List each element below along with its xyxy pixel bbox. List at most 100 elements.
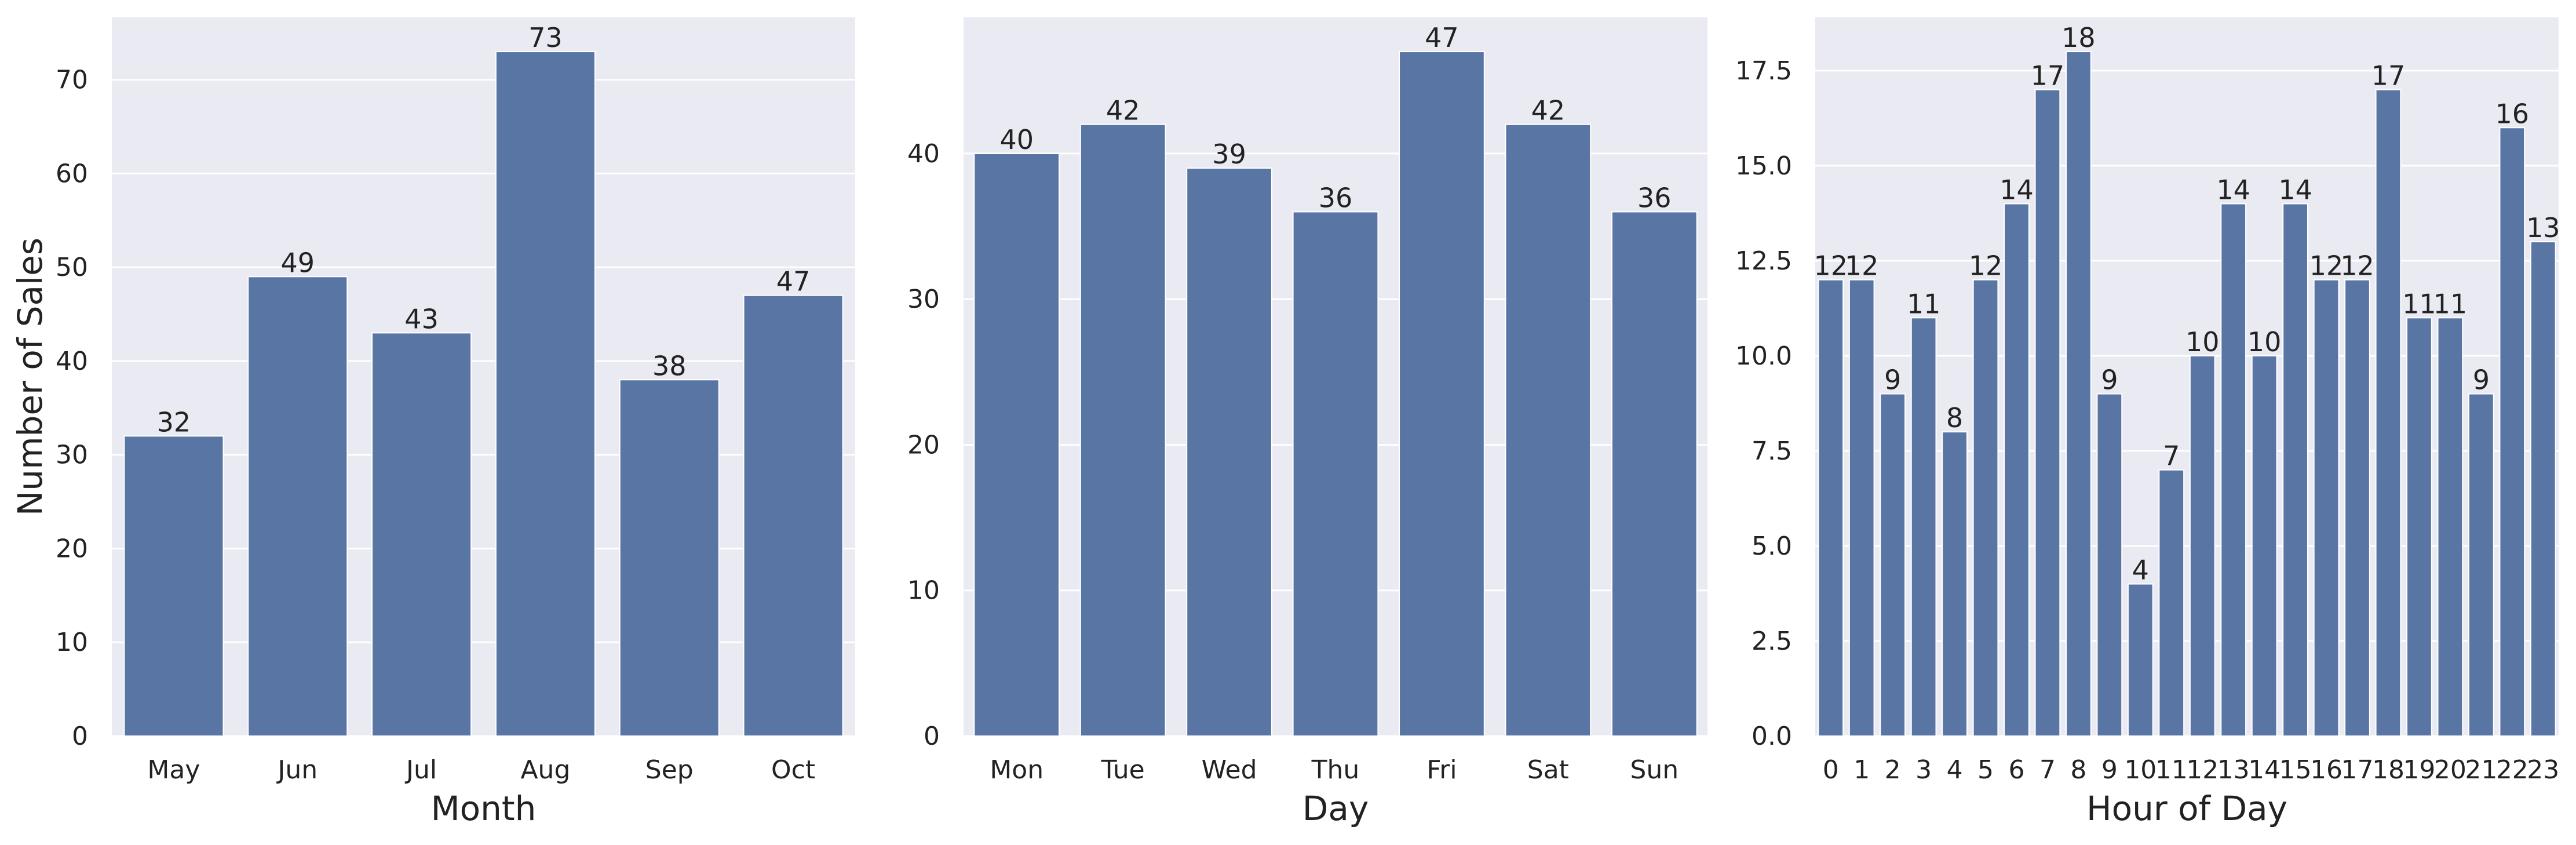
bar — [2437, 317, 2464, 737]
bar — [123, 435, 224, 737]
x-tick-label: 10 — [2124, 755, 2157, 785]
bar-value-label: 39 — [1212, 139, 1246, 170]
bar — [1186, 167, 1272, 737]
x-tick-label: 5 — [1977, 755, 1994, 785]
x-tick-label: Sun — [1630, 755, 1679, 785]
bar — [1505, 123, 1592, 737]
bar — [2406, 317, 2432, 737]
bar-value-label: 42 — [1531, 95, 1566, 126]
bar-value-label: 47 — [1425, 22, 1459, 53]
x-tick-label: 23 — [2527, 755, 2559, 785]
bar — [1292, 211, 1379, 737]
bar — [2530, 241, 2556, 737]
bar — [1942, 431, 1968, 737]
x-tick-label: 19 — [2403, 755, 2435, 785]
x-tick-label: Wed — [1202, 755, 1257, 785]
bar — [1910, 317, 1937, 737]
bar-value-label: 7 — [2163, 440, 2180, 472]
bar — [1818, 279, 1844, 737]
x-tick-label: 3 — [1915, 755, 1932, 785]
bar — [2251, 355, 2278, 737]
y-tick-label: 12.5 — [1735, 246, 1792, 276]
bar — [1079, 123, 1166, 737]
bar — [2096, 393, 2123, 737]
y-tick-label: 30 — [907, 285, 940, 314]
y-tick-label: 0 — [72, 722, 88, 751]
x-tick-label: 16 — [2310, 755, 2343, 785]
bar — [2004, 203, 2030, 737]
y-tick-label: 7.5 — [1752, 436, 1792, 466]
y-tick-label: 30 — [56, 440, 88, 470]
bar-value-label: 11 — [2402, 288, 2436, 319]
x-tick-label: 0 — [1823, 755, 1839, 785]
x-tick-label: 6 — [2008, 755, 2024, 785]
bar — [2189, 355, 2216, 737]
y-tick-label: 5.0 — [1752, 531, 1792, 561]
bar — [2468, 393, 2494, 737]
chart-panel-1: 0 10 20 30 40 50 60 70 32 May 49 Jun 43 Jul 73 Aug 38 Sep… — [10, 17, 855, 828]
x-tick-label: 1 — [1853, 755, 1870, 785]
bar-value-label: 9 — [1884, 365, 1901, 396]
y-tick-label: 70 — [56, 65, 88, 95]
plot-background — [112, 17, 855, 736]
bar — [247, 276, 348, 737]
bar-value-label: 12 — [2309, 250, 2344, 282]
x-tick-label: Sat — [1527, 755, 1569, 785]
y-tick-label: 10 — [56, 628, 88, 657]
bar — [2220, 203, 2247, 737]
chart-panel-3: 0.02.55.07.510.012.515.017.5120121921138… — [1735, 17, 2560, 828]
bar-value-label: 12 — [1845, 250, 1879, 282]
bar — [743, 294, 844, 737]
bar-value-label: 11 — [2433, 288, 2468, 319]
y-axis-title: Number of Sales — [10, 238, 50, 516]
x-tick-label: 8 — [2070, 755, 2086, 785]
bar-value-label: 42 — [1106, 95, 1140, 126]
x-tick-label: 11 — [2155, 755, 2188, 785]
bar — [2282, 203, 2308, 737]
x-axis-title: Hour of Day — [2086, 789, 2287, 828]
y-tick-label: 50 — [56, 253, 88, 282]
y-tick-label: 60 — [56, 159, 88, 188]
bar-value-label: 12 — [1969, 250, 2003, 282]
x-tick-label: Jul — [404, 755, 437, 785]
x-tick-label: 12 — [2186, 755, 2219, 785]
x-tick-label: 17 — [2341, 755, 2374, 785]
bar-value-label: 8 — [1946, 402, 1963, 434]
x-tick-label: Aug — [520, 755, 570, 785]
x-axis-title: Month — [431, 789, 537, 828]
bar-value-label: 36 — [1319, 182, 1353, 213]
bar-value-label: 10 — [2185, 326, 2220, 358]
y-tick-label: 20 — [907, 430, 940, 460]
bar-value-label: 14 — [2216, 174, 2250, 205]
x-tick-label: 9 — [2101, 755, 2118, 785]
bar-value-label: 73 — [528, 22, 563, 53]
bar — [1972, 279, 1999, 737]
bar-value-label: 14 — [1999, 174, 2034, 205]
bar-value-label: 13 — [2526, 212, 2560, 243]
plot-background — [1815, 17, 2559, 736]
x-tick-label: Jun — [276, 755, 318, 785]
y-tick-label: 15.0 — [1735, 151, 1792, 181]
bar-value-label: 47 — [776, 266, 811, 297]
bar-value-label: 40 — [999, 124, 1034, 155]
bar — [2034, 89, 2061, 737]
bar — [2158, 469, 2185, 737]
chart-panel-2: 0 10 20 30 40 40 Mon 42 Tue 39 Wed 36 Thu 47 Fri 42 Sat 3… — [907, 17, 1707, 828]
bar-value-label: 10 — [2247, 326, 2282, 358]
y-tick-label: 40 — [56, 347, 88, 376]
x-tick-label: Sep — [645, 755, 694, 785]
bar-value-label: 36 — [1637, 182, 1672, 213]
x-tick-label: 15 — [2279, 755, 2312, 785]
y-tick-label: 17.5 — [1735, 56, 1792, 86]
bar — [1880, 393, 1906, 737]
x-tick-label: 14 — [2248, 755, 2281, 785]
x-tick-label: Mon — [990, 755, 1043, 785]
bar — [2313, 279, 2340, 737]
bar — [619, 379, 720, 737]
x-tick-label: Thu — [1311, 755, 1360, 785]
bar-value-label: 16 — [2495, 98, 2530, 129]
bar-value-label: 12 — [1814, 250, 1848, 282]
x-tick-label: 22 — [2496, 755, 2528, 785]
